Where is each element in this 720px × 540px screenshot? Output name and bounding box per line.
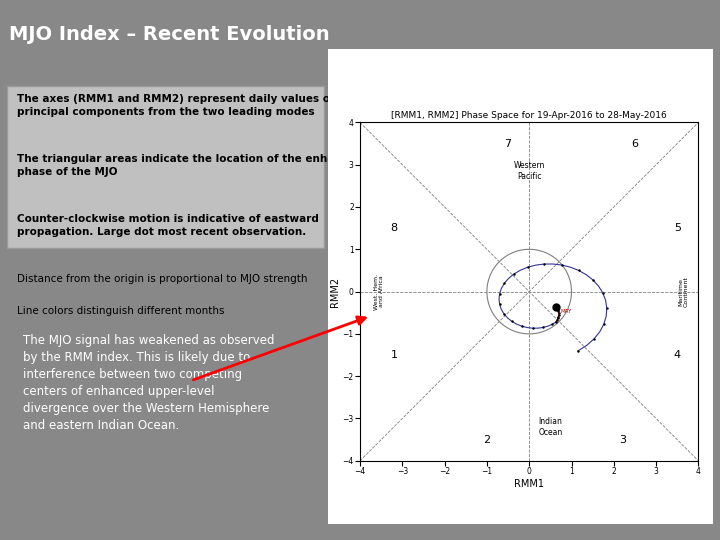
- Text: Western
Pacific: Western Pacific: [513, 161, 545, 181]
- Text: MAY: MAY: [561, 309, 572, 314]
- Text: West. Hem.
and Africa: West. Hem. and Africa: [374, 274, 384, 309]
- Y-axis label: RMM2: RMM2: [330, 276, 340, 307]
- Text: 6: 6: [631, 139, 639, 148]
- Text: MJO Index – Recent Evolution: MJO Index – Recent Evolution: [9, 25, 329, 44]
- Text: 4: 4: [674, 350, 681, 360]
- Text: 3: 3: [618, 435, 626, 444]
- Text: 5: 5: [674, 223, 680, 233]
- Text: The triangular areas indicate the location of the enhanced
phase of the MJO: The triangular areas indicate the locati…: [17, 154, 362, 177]
- FancyBboxPatch shape: [7, 86, 324, 248]
- Text: 7: 7: [505, 139, 512, 148]
- Title: [RMM1, RMM2] Phase Space for 19-Apr-2016 to 28-May-2016: [RMM1, RMM2] Phase Space for 19-Apr-2016…: [392, 111, 667, 120]
- Text: 2: 2: [483, 435, 490, 444]
- Text: Line colors distinguish different months: Line colors distinguish different months: [17, 306, 224, 316]
- Text: 1: 1: [390, 350, 397, 360]
- Text: Counter-clockwise motion is indicative of eastward
propagation. Large dot most r: Counter-clockwise motion is indicative o…: [17, 214, 318, 237]
- Text: The axes (RMM1 and RMM2) represent daily values of the
principal components from: The axes (RMM1 and RMM2) represent daily…: [17, 94, 357, 117]
- Text: Indian
Ocean: Indian Ocean: [539, 417, 562, 437]
- Text: Distance from the origin is proportional to MJO strength: Distance from the origin is proportional…: [17, 274, 307, 285]
- Text: The MJO signal has weakened as observed
by the RMM index. This is likely due to
: The MJO signal has weakened as observed …: [23, 334, 274, 431]
- X-axis label: RMM1: RMM1: [514, 479, 544, 489]
- Text: Maritime
Continent: Maritime Continent: [678, 276, 689, 307]
- FancyBboxPatch shape: [324, 44, 716, 529]
- Text: 8: 8: [390, 223, 397, 233]
